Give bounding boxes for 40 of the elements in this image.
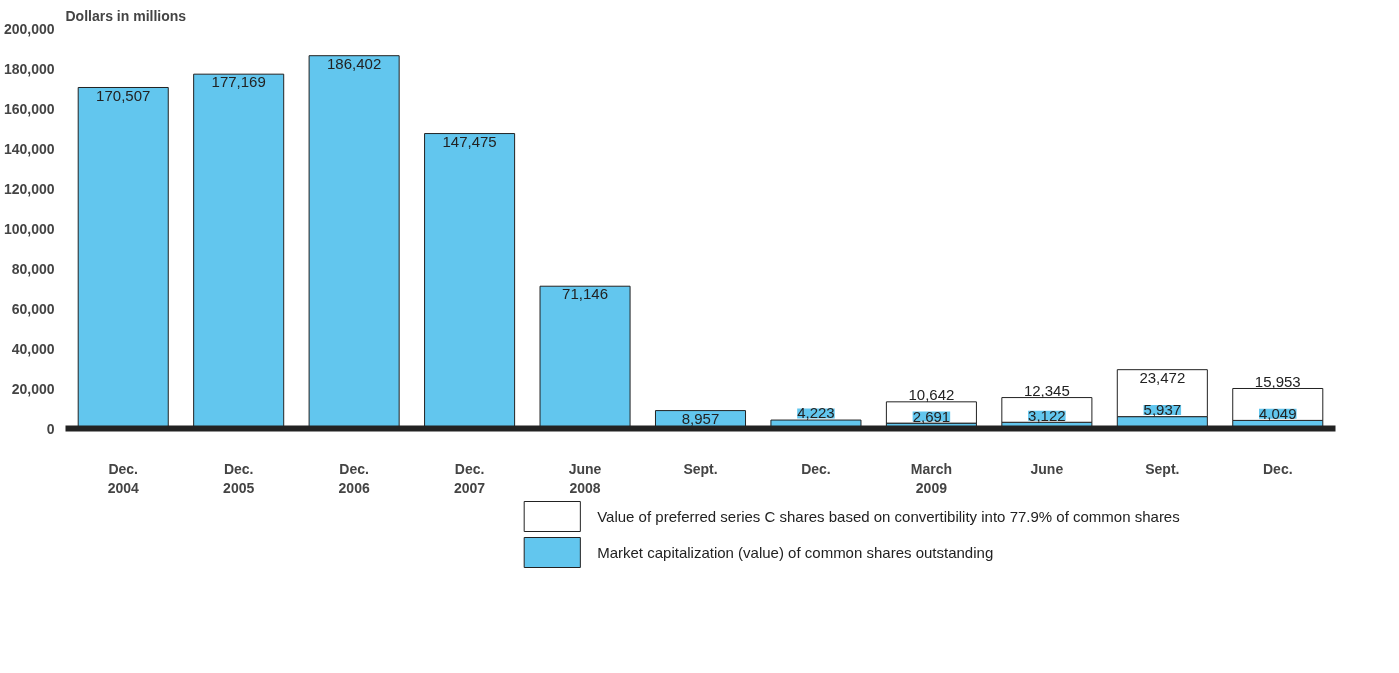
y-tick-label: 100,000 bbox=[3, 220, 55, 237]
data-label: 2,691 bbox=[912, 407, 951, 425]
data-label: 5,937 bbox=[1143, 401, 1182, 419]
x-tick-label: June 2008 bbox=[568, 460, 602, 496]
y-tick-label: 200,000 bbox=[3, 20, 55, 37]
y-tick-label: 60,000 bbox=[11, 300, 55, 317]
x-tick-label: Dec. 2006 bbox=[338, 460, 370, 496]
data-label: 177,169 bbox=[211, 73, 266, 91]
legend-label: Value of preferred series C shares based on convertibility into 77.9% of common shares bbox=[597, 508, 1180, 525]
data-label: 8,957 bbox=[681, 409, 720, 427]
y-axis-title: Dollars in millions bbox=[65, 7, 187, 24]
x-tick-label: June bbox=[1030, 460, 1064, 477]
y-tick-label: 120,000 bbox=[3, 180, 55, 197]
data-label: 3,122 bbox=[1028, 406, 1066, 424]
y-tick-label: 80,000 bbox=[11, 260, 55, 277]
x-tick-label: March 2009 bbox=[910, 460, 953, 496]
x-tick-label: Dec. bbox=[801, 460, 831, 477]
data-label: 147,475 bbox=[442, 132, 497, 150]
legend-label: Market capitalization (value) of common shares outstanding bbox=[597, 544, 994, 561]
y-tick-label: 40,000 bbox=[11, 340, 55, 357]
y-tick-label: 160,000 bbox=[3, 100, 55, 117]
y-tick-label: 0 bbox=[46, 420, 55, 437]
x-tick-label: Dec. 2007 bbox=[454, 460, 486, 496]
data-label: 170,507 bbox=[96, 86, 151, 104]
data-label: 4,223 bbox=[797, 404, 835, 422]
x-tick-label: Sept. bbox=[683, 460, 718, 477]
data-label: 10,642 bbox=[908, 386, 955, 404]
x-tick-label: Dec. 2005 bbox=[223, 460, 255, 496]
data-label: 12,345 bbox=[1023, 381, 1070, 399]
y-tick-label: 20,000 bbox=[11, 380, 55, 397]
x-tick-label: Dec. bbox=[1262, 460, 1293, 477]
data-label: 23,472 bbox=[1139, 368, 1186, 386]
data-label: 4,049 bbox=[1259, 404, 1297, 422]
data-label: 71,146 bbox=[562, 285, 608, 303]
y-tick-label: 180,000 bbox=[3, 60, 55, 77]
x-tick-label: Dec. 2004 bbox=[107, 460, 140, 496]
y-tick-label: 140,000 bbox=[3, 140, 55, 157]
data-label: 186,402 bbox=[327, 54, 382, 72]
data-label: 15,953 bbox=[1254, 372, 1301, 390]
x-tick-label: Sept. bbox=[1145, 460, 1180, 477]
